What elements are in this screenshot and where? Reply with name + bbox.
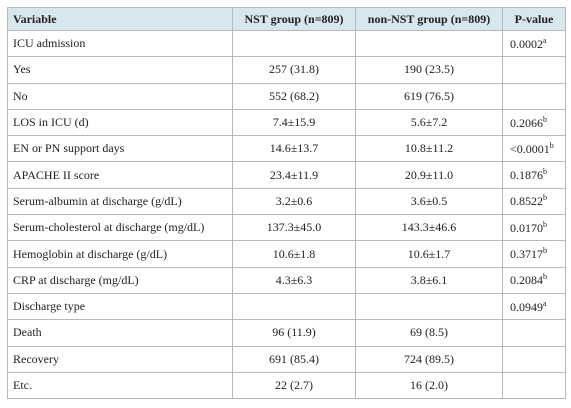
- variable-cell: EN or PN support days: [7, 135, 233, 163]
- non-nst-cell: 3.8±6.1: [355, 266, 503, 294]
- p-value-cell: [502, 345, 566, 373]
- p-value-cell: [502, 319, 566, 347]
- table-row: Death 96 (11.9) 69 (8.5): [7, 319, 566, 347]
- p-value-note: b: [549, 140, 554, 150]
- table-row: Serum-albumin at discharge (g/dL) 3.2±0.6…: [7, 187, 566, 216]
- variable-cell: LOS in ICU (d): [7, 108, 233, 137]
- p-value-note: a: [543, 35, 547, 45]
- nst-cell: 14.6±13.7: [232, 135, 356, 163]
- table-row: Yes 257 (31.8) 190 (23.5): [7, 56, 566, 84]
- table-row: Recovery 691 (85.4) 724 (89.5): [7, 345, 566, 373]
- table-row: Hemoglobin at discharge (g/dL) 10.6±1.8 10…: [7, 240, 566, 268]
- nst-cell: 96 (11.9): [232, 319, 356, 347]
- nst-cell: 137.3±45.0: [232, 214, 356, 242]
- variable-cell: Serum-albumin at discharge (g/dL): [7, 187, 233, 216]
- p-value-note: b: [543, 114, 547, 124]
- nst-cell: 3.2±0.6: [232, 187, 356, 216]
- variable-cell: Serum-cholesterol at discharge (mg/dL): [7, 214, 233, 242]
- variable-cell: Yes: [7, 56, 233, 84]
- p-value-cell: 0.2084b: [502, 266, 566, 294]
- p-value: 0.0002: [510, 36, 543, 51]
- header-cell: NST group (n=809): [232, 7, 356, 31]
- p-value: 0.3717: [510, 247, 543, 262]
- table-row: LOS in ICU (d) 7.4±15.9 5.6±7.2 0.2066b: [7, 108, 566, 137]
- table-row: Serum-cholesterol at discharge (mg/dL) 13…: [7, 214, 566, 242]
- p-value-cell: [502, 82, 566, 110]
- variable-cell: No: [7, 82, 233, 110]
- data-table: Variable NST group (n=809) non-NST group (…: [7, 7, 566, 400]
- p-value-cell: 0.0170b: [502, 214, 566, 242]
- non-nst-cell: 16 (2.0): [355, 371, 503, 400]
- non-nst-cell: 724 (89.5): [355, 345, 503, 373]
- variable-cell: ICU admission: [7, 29, 233, 58]
- p-value: 0.2084: [510, 273, 543, 288]
- p-value-cell: 0.8522b: [502, 187, 566, 216]
- table-row: Etc. 22 (2.7) 16 (2.0): [7, 371, 566, 400]
- nst-cell: 4.3±6.3: [232, 266, 356, 294]
- nst-cell: 7.4±15.9: [232, 108, 356, 137]
- table-row: EN or PN support days 14.6±13.7 10.8±11.2 <…: [7, 135, 566, 163]
- non-nst-cell: 190 (23.5): [355, 56, 503, 84]
- nst-cell: 22 (2.7): [232, 371, 356, 400]
- p-value-note: b: [543, 193, 547, 203]
- nst-cell: 691 (85.4): [232, 345, 356, 373]
- p-value-note: b: [543, 219, 547, 229]
- variable-cell: Discharge type: [7, 292, 233, 321]
- nst-cell: [232, 292, 356, 321]
- non-nst-cell: 5.6±7.2: [355, 108, 503, 137]
- p-value-note: b: [543, 246, 547, 256]
- p-value-note: b: [543, 272, 547, 282]
- non-nst-cell: 10.8±11.2: [355, 135, 503, 163]
- non-nst-cell: [355, 29, 503, 58]
- p-value-cell: 0.3717b: [502, 240, 566, 268]
- header-cell: P-value: [502, 7, 566, 31]
- table-row: Discharge type 0.0949a: [7, 292, 566, 321]
- p-value-cell: 0.1876b: [502, 161, 566, 189]
- non-nst-cell: 69 (8.5): [355, 319, 503, 347]
- variable-cell: CRP at discharge (mg/dL): [7, 266, 233, 294]
- header-cell: Variable: [7, 7, 233, 31]
- p-value-note: a: [543, 298, 547, 308]
- non-nst-cell: 10.6±1.7: [355, 240, 503, 268]
- nst-cell: [232, 29, 356, 58]
- p-value: <0.0001: [510, 141, 550, 156]
- table-body: ICU admission 0.0002a Yes 257 (31.8) 190 (23…: [7, 29, 566, 400]
- non-nst-cell: 20.9±11.0: [355, 161, 503, 189]
- header-row: Variable NST group (n=809) non-NST group (…: [7, 7, 566, 31]
- table-row: APACHE II score 23.4±11.9 20.9±11.0 0.1876b: [7, 161, 566, 189]
- table-row: CRP at discharge (mg/dL) 4.3±6.3 3.8±6.1 0.…: [7, 266, 566, 294]
- non-nst-cell: 619 (76.5): [355, 82, 503, 110]
- nst-cell: 552 (68.2): [232, 82, 356, 110]
- p-value: 0.0170: [510, 220, 543, 235]
- p-value-cell: <0.0001b: [502, 135, 566, 163]
- variable-cell: Etc.: [7, 371, 233, 400]
- non-nst-cell: [355, 292, 503, 321]
- nst-cell: 23.4±11.9: [232, 161, 356, 189]
- p-value: 0.2066: [510, 115, 543, 130]
- p-value: 0.1876: [510, 168, 543, 183]
- p-value-cell: 0.0002a: [502, 29, 566, 58]
- variable-cell: Recovery: [7, 345, 233, 373]
- table-row: ICU admission 0.0002a: [7, 29, 566, 58]
- p-value-cell: 0.2066b: [502, 108, 566, 137]
- p-value: 0.0949: [510, 299, 543, 314]
- p-value-cell: 0.0949a: [502, 292, 566, 321]
- table-row: No 552 (68.2) 619 (76.5): [7, 82, 566, 110]
- variable-cell: Hemoglobin at discharge (g/dL): [7, 240, 233, 268]
- non-nst-cell: 3.6±0.5: [355, 187, 503, 216]
- nst-cell: 10.6±1.8: [232, 240, 356, 268]
- nst-cell: 257 (31.8): [232, 56, 356, 84]
- p-value-cell: [502, 371, 566, 400]
- p-value-note: b: [543, 167, 547, 177]
- variable-cell: Death: [7, 319, 233, 347]
- variable-cell: APACHE II score: [7, 161, 233, 189]
- non-nst-cell: 143.3±46.6: [355, 214, 503, 242]
- header-cell: non-NST group (n=809): [355, 7, 503, 31]
- p-value: 0.8522: [510, 194, 543, 209]
- p-value-cell: [502, 56, 566, 84]
